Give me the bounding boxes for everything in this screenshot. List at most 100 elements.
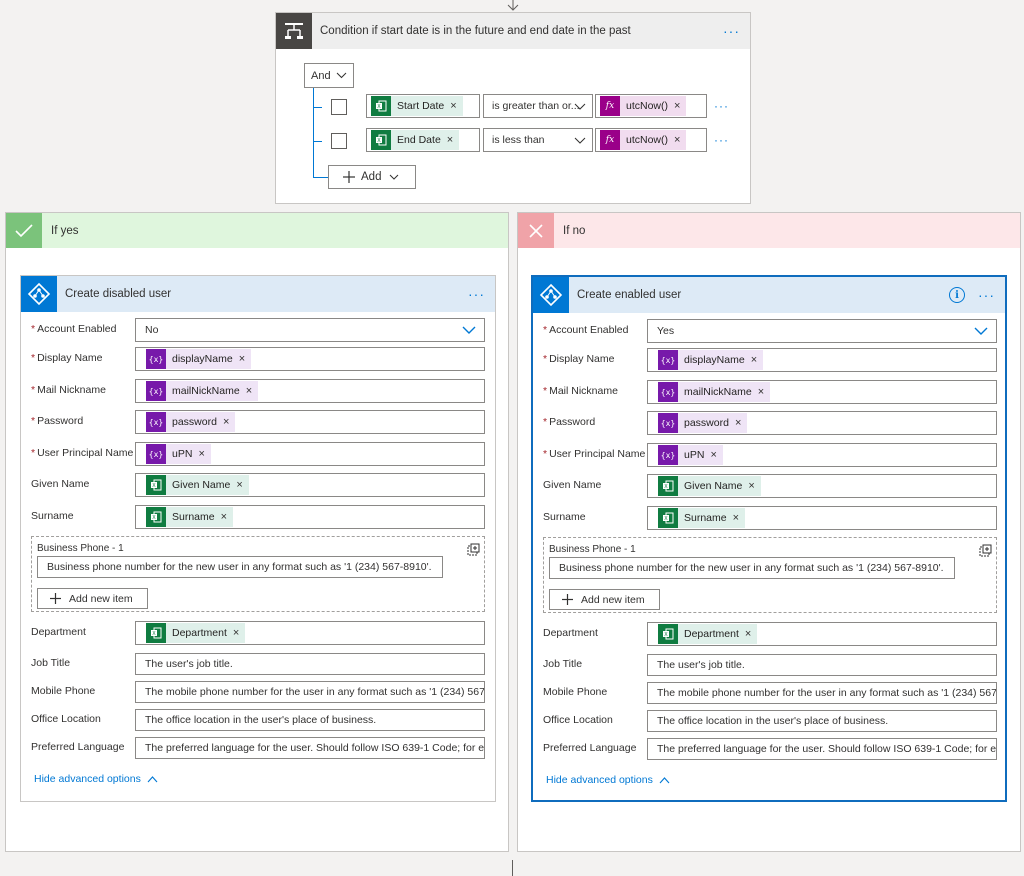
row-more-icon[interactable]: ··· — [714, 99, 729, 113]
variable-token[interactable]: {x} mailNickName × — [658, 382, 771, 402]
surname-field[interactable]: X Surname × — [135, 505, 485, 529]
condition-right-field[interactable]: fx utcNow() × — [595, 94, 707, 118]
chevron-up-icon — [147, 776, 158, 783]
upn-field[interactable]: {x} uPN × — [647, 443, 997, 467]
expression-token[interactable]: fx utcNow() × — [600, 130, 687, 150]
remove-token-icon[interactable]: × — [232, 627, 240, 639]
surname-field[interactable]: X Surname × — [647, 506, 997, 530]
job-title-input[interactable]: The user's job title. — [647, 654, 997, 676]
remove-token-icon[interactable]: × — [220, 511, 228, 523]
group-operator-select[interactable]: And — [304, 63, 354, 88]
row-more-icon[interactable]: ··· — [714, 133, 729, 147]
dynamic-token[interactable]: X Given Name × — [146, 475, 249, 495]
excel-icon: X — [658, 476, 678, 496]
remove-token-icon[interactable]: × — [748, 480, 755, 492]
remove-token-icon[interactable]: × — [734, 417, 742, 429]
operator-value: is less than — [492, 134, 545, 146]
remove-token-icon[interactable]: × — [236, 479, 243, 491]
mobile-phone-input[interactable]: The mobile phone number for the user in … — [647, 682, 997, 704]
variable-token[interactable]: {x} password × — [146, 412, 236, 432]
dynamic-token[interactable]: X Surname × — [146, 507, 234, 527]
department-field[interactable]: X Department × — [647, 622, 997, 646]
add-condition-button[interactable]: Add — [328, 165, 416, 189]
mail-nickname-field[interactable]: {x} mailNickName × — [135, 379, 485, 403]
arrow-down-icon — [507, 0, 519, 11]
preferred-language-input[interactable]: The preferred language for the user. Sho… — [135, 737, 485, 759]
business-phone-input[interactable]: Business phone number for the new user i… — [549, 557, 955, 579]
condition-right-field[interactable]: fx utcNow() × — [595, 128, 707, 152]
remove-token-icon[interactable]: × — [732, 512, 740, 524]
remove-token-icon[interactable]: × — [674, 134, 681, 146]
remove-token-icon[interactable]: × — [446, 134, 454, 146]
condition-left-field[interactable]: X End Date × — [366, 128, 480, 152]
expression-token[interactable]: fx utcNow() × — [600, 96, 687, 116]
given-name-field[interactable]: X Given Name × — [647, 474, 997, 498]
account-enabled-select[interactable]: Yes — [647, 319, 997, 343]
preferred-language-input[interactable]: The preferred language for the user. Sho… — [647, 738, 997, 760]
remove-token-icon[interactable]: × — [750, 354, 758, 366]
remove-token-icon[interactable]: × — [757, 386, 765, 398]
dynamic-token[interactable]: X Department × — [146, 623, 246, 643]
display-name-field[interactable]: {x} displayName × — [135, 347, 485, 371]
condition-header[interactable]: Condition if start date is in the future… — [276, 13, 750, 49]
business-phone-input[interactable]: Business phone number for the new user i… — [37, 556, 443, 578]
remove-token-icon[interactable]: × — [744, 628, 752, 640]
row-checkbox[interactable] — [331, 99, 347, 115]
dynamic-token[interactable]: X Department × — [658, 624, 758, 644]
office-location-input[interactable]: The office location in the user's place … — [135, 709, 485, 731]
display-name-field[interactable]: {x} displayName × — [647, 348, 997, 372]
action-header[interactable]: Create enabled user i ··· — [533, 277, 1005, 313]
variable-token[interactable]: {x} mailNickName × — [146, 381, 259, 401]
account-enabled-select[interactable]: No — [135, 318, 485, 342]
remove-token-icon[interactable]: × — [198, 448, 205, 460]
variable-token[interactable]: {x} displayName × — [146, 349, 252, 369]
remove-token-icon[interactable]: × — [674, 100, 681, 112]
remove-token-icon[interactable]: × — [450, 100, 457, 112]
office-location-input[interactable]: The office location in the user's place … — [647, 710, 997, 732]
remove-token-icon[interactable]: × — [222, 416, 230, 428]
condition-left-field[interactable]: X Start Date × — [366, 94, 480, 118]
info-icon[interactable]: i — [949, 287, 965, 303]
row-checkbox[interactable] — [331, 133, 347, 149]
department-field[interactable]: X Department × — [135, 621, 485, 645]
job-title-input[interactable]: The user's job title. — [135, 653, 485, 675]
mail-nickname-field[interactable]: {x} mailNickName × — [647, 380, 997, 404]
more-options-icon[interactable]: ··· — [978, 287, 995, 303]
given-name-field[interactable]: X Given Name × — [135, 473, 485, 497]
action-header[interactable]: Create disabled user ··· — [21, 276, 495, 312]
dynamic-token[interactable]: X Surname × — [658, 508, 746, 528]
remove-token-icon[interactable]: × — [238, 353, 246, 365]
remove-token-icon[interactable]: × — [245, 385, 253, 397]
upn-field[interactable]: {x} uPN × — [135, 442, 485, 466]
variable-token[interactable]: {x} displayName × — [658, 350, 764, 370]
excel-icon: X — [658, 624, 678, 644]
office-location-label: Office Location — [543, 714, 613, 726]
more-options-icon[interactable]: ··· — [723, 23, 740, 39]
more-options-icon[interactable]: ··· — [468, 286, 485, 302]
remove-token-icon[interactable]: × — [710, 449, 717, 461]
variable-icon: {x} — [658, 413, 678, 433]
chevron-up-icon — [659, 777, 670, 784]
password-field[interactable]: {x} password × — [135, 410, 485, 434]
condition-operator-select[interactable]: is greater than or... — [483, 94, 593, 118]
dynamic-token[interactable]: X End Date × — [371, 130, 460, 150]
variable-token[interactable]: {x} uPN × — [146, 444, 211, 464]
mobile-phone-input[interactable]: The mobile phone number for the user in … — [135, 681, 485, 703]
condition-title: Condition if start date is in the future… — [320, 25, 631, 37]
yes-branch-header[interactable]: If yes — [6, 213, 508, 248]
add-new-item-button[interactable]: Add new item — [37, 588, 148, 609]
switch-input-mode-icon[interactable] — [979, 544, 992, 557]
hide-advanced-options-link[interactable]: Hide advanced options — [546, 774, 670, 786]
business-phone-label: Business Phone - 1 — [37, 543, 124, 554]
dynamic-token[interactable]: X Start Date × — [371, 96, 463, 116]
variable-token[interactable]: {x} password × — [658, 413, 748, 433]
condition-operator-select[interactable]: is less than — [483, 128, 593, 152]
dynamic-token[interactable]: X Given Name × — [658, 476, 761, 496]
tree-line — [313, 88, 314, 177]
variable-token[interactable]: {x} uPN × — [658, 445, 723, 465]
add-new-item-button[interactable]: Add new item — [549, 589, 660, 610]
password-field[interactable]: {x} password × — [647, 411, 997, 435]
switch-input-mode-icon[interactable] — [467, 543, 480, 556]
hide-advanced-options-link[interactable]: Hide advanced options — [34, 773, 158, 785]
no-branch-header[interactable]: If no — [518, 213, 1020, 248]
